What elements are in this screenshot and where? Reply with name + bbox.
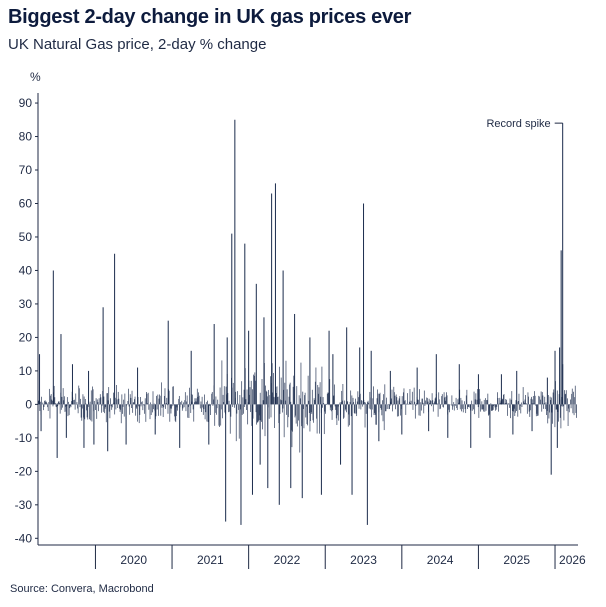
y-tick-label: 90 — [19, 96, 33, 110]
y-tick-label: -10 — [15, 431, 33, 445]
y-tick-label: 0 — [25, 397, 32, 411]
source-note: Source: Convera, Macrobond — [10, 583, 154, 595]
y-tick-label: 10 — [19, 364, 33, 378]
chart-title: Biggest 2-day change in UK gas prices ev… — [8, 6, 412, 28]
x-tick-label: 2020 — [120, 553, 147, 567]
chart-subtitle: UK Natural Gas price, 2-day % change — [8, 36, 267, 53]
x-tick-label: 2021 — [197, 553, 224, 567]
y-tick-label: 70 — [19, 163, 33, 177]
x-tick-label: 2022 — [274, 553, 301, 567]
x-tick-label: 2026 — [559, 553, 586, 567]
y-tick-label: -40 — [15, 531, 33, 545]
y-axis-unit: % — [30, 70, 41, 84]
x-tick-label: 2025 — [503, 553, 530, 567]
y-tick-label: -30 — [15, 498, 33, 512]
x-tick-label: 2024 — [427, 553, 454, 567]
x-tick-label: 2023 — [350, 553, 377, 567]
y-tick-label: 40 — [19, 263, 33, 277]
y-tick-label: -20 — [15, 464, 33, 478]
y-tick-label: 30 — [19, 297, 33, 311]
y-tick-label: 80 — [19, 130, 33, 144]
y-tick-label: 20 — [19, 330, 33, 344]
y-tick-label: 60 — [19, 196, 33, 210]
annotation-label: Record spike — [486, 118, 550, 130]
y-tick-label: 50 — [19, 230, 33, 244]
